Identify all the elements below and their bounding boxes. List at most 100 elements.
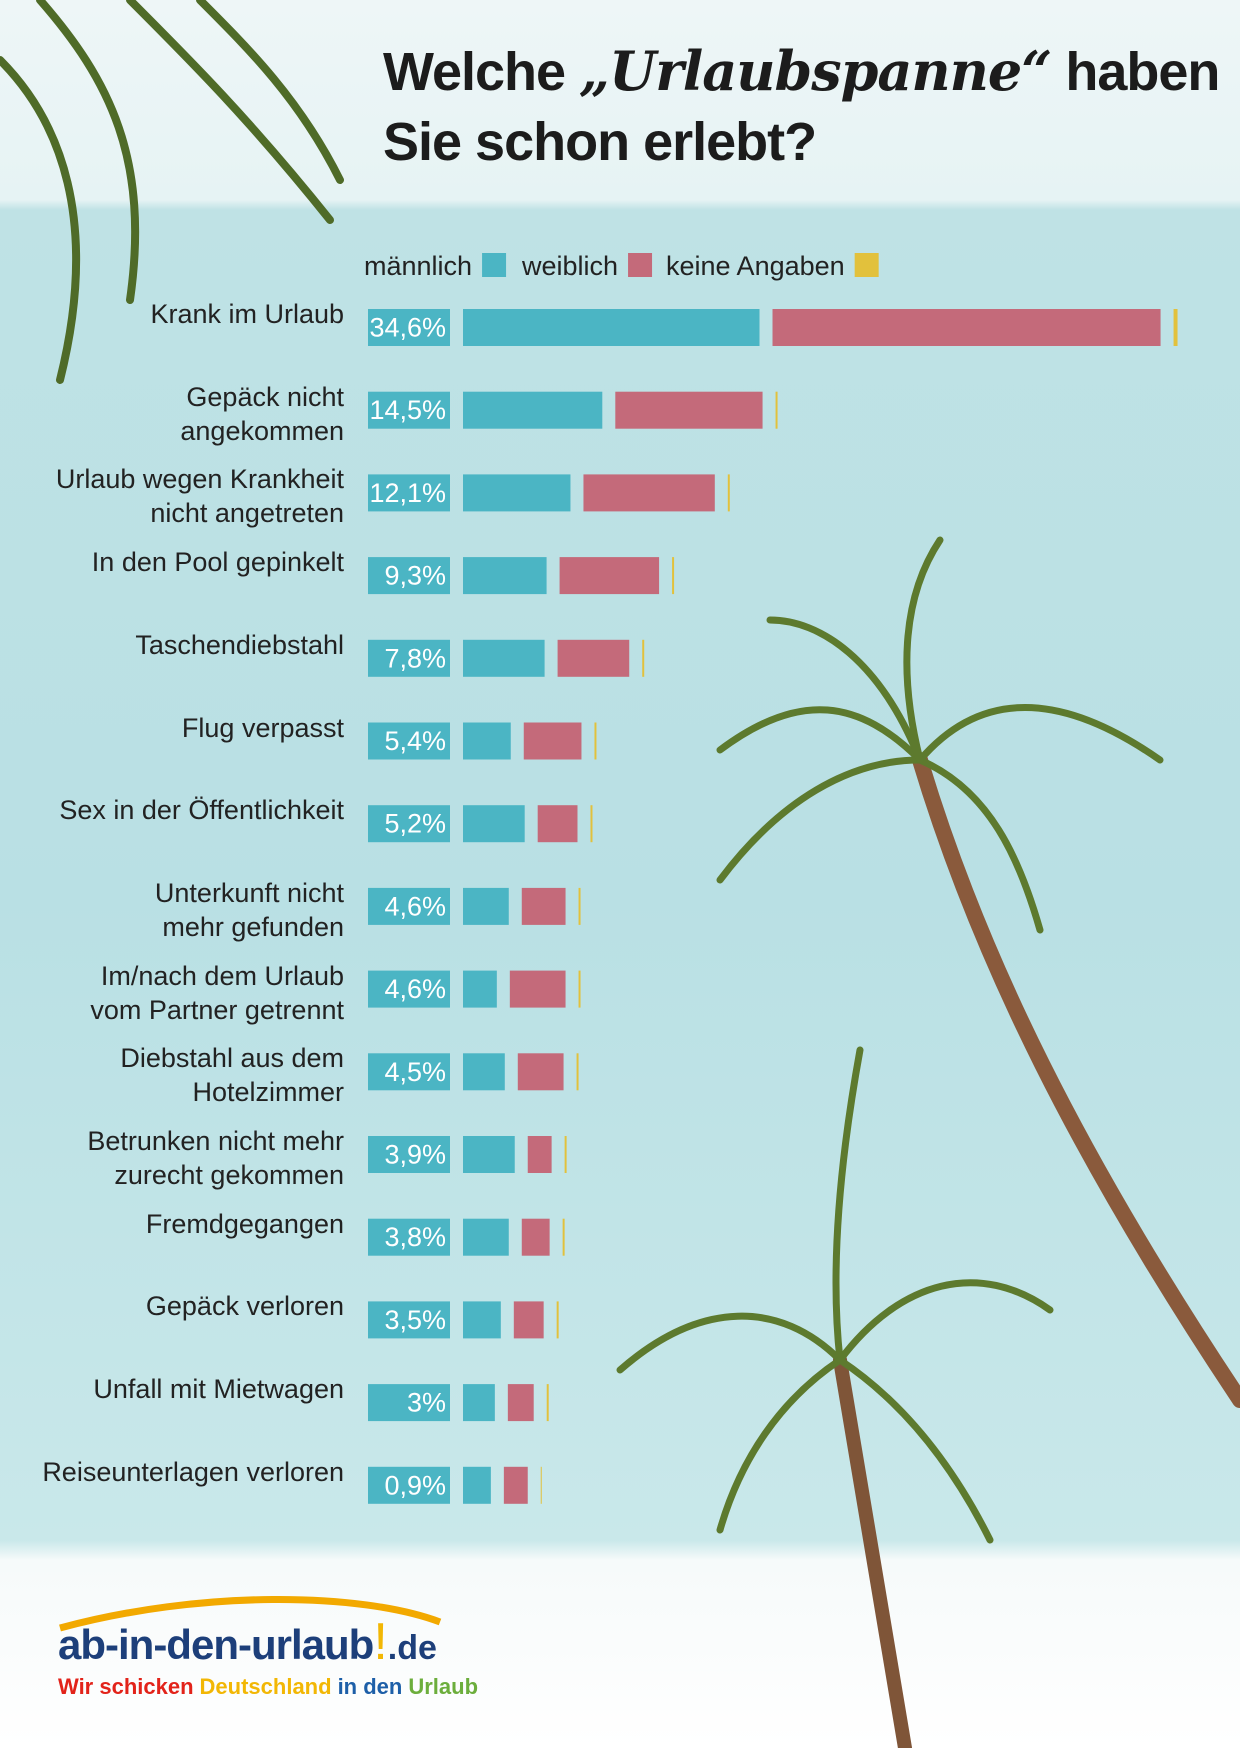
category-label: Unfall mit Mietwagen — [93, 1374, 344, 1405]
total-box — [368, 557, 450, 595]
total-box — [368, 970, 450, 1008]
category-label: Fremdgegangen — [145, 1208, 344, 1239]
category-label: Im/nach dem Urlaub vom Partner getrennt — [90, 960, 344, 1025]
total-box — [368, 639, 450, 677]
total-label: 4,6% — [384, 974, 446, 1004]
total-label: 9,3% — [384, 561, 446, 591]
legend-label: keine Angaben — [666, 251, 845, 281]
total-label: 0,9% — [384, 1470, 446, 1500]
total-label: 5,4% — [384, 726, 446, 756]
total-box — [368, 474, 450, 512]
total-box — [368, 1218, 450, 1256]
bar-segment — [509, 970, 566, 1008]
bar-segment — [672, 557, 675, 595]
bar-segment — [559, 557, 660, 595]
bar-segment — [727, 474, 730, 512]
total-box — [368, 1136, 450, 1173]
logo-name: ab-in-den-urlaub — [58, 1621, 374, 1668]
logo-arc — [59, 1596, 442, 1632]
legend-label: männlich — [364, 251, 472, 281]
total-label: 7,8% — [384, 643, 446, 673]
logo-tagline: Wir schicken Deutschland in den Urlaub — [58, 1674, 484, 1700]
bar-segment — [527, 1136, 552, 1173]
legend-label: weiblich — [521, 251, 618, 281]
category-label: Gepäck nicht angekommen — [180, 381, 344, 446]
bar-segment — [775, 391, 778, 429]
bar-segment — [463, 970, 497, 1008]
bar-segment — [463, 474, 571, 512]
category-label: Taschendiebstahl — [135, 629, 344, 660]
category-label: Gepäck verloren — [145, 1291, 344, 1322]
total-label: 3% — [407, 1388, 446, 1418]
bar-segment — [463, 1301, 501, 1339]
logo-mark: ! — [373, 1613, 388, 1671]
total-label: 14,5% — [369, 395, 446, 425]
bar-segment — [578, 887, 581, 925]
bar-segment — [772, 309, 1161, 346]
bar-segment — [562, 1218, 565, 1256]
title: Welche „Urlaubspanne“ haben Sie schon er… — [383, 36, 1220, 177]
bar-segment — [1173, 309, 1178, 346]
bar-segment — [546, 1384, 549, 1422]
category-label: Krank im Urlaub — [150, 299, 344, 329]
bar-segment — [540, 1466, 542, 1504]
bar-segment — [463, 1384, 495, 1422]
title-part: Sie schon erlebt? — [383, 112, 817, 172]
bar-segment — [463, 1053, 505, 1091]
bar-segment — [557, 639, 630, 677]
bar-segment — [537, 805, 578, 843]
total-box — [368, 805, 450, 843]
total-label: 4,6% — [384, 891, 446, 921]
bar-segment — [463, 887, 509, 925]
bar-segment — [556, 1301, 559, 1339]
tagline-part: Urlaub — [408, 1674, 479, 1699]
bar-segment — [615, 391, 763, 429]
total-label: 3,8% — [384, 1222, 446, 1252]
bar-segment — [523, 722, 582, 760]
bar-segment — [642, 639, 645, 677]
total-label: 5,2% — [384, 809, 446, 839]
category-label: In den Pool gepinkelt — [91, 547, 344, 578]
legend-swatch — [854, 253, 879, 277]
bar-segment — [521, 887, 566, 925]
bar-segment — [463, 805, 525, 843]
tagline-part: Wir schicken — [58, 1674, 194, 1699]
bar-segment — [463, 722, 511, 760]
title-emphasis: „Urlaubspanne“ — [579, 39, 1052, 103]
title-part: Welche — [383, 42, 566, 102]
category-label: Urlaub wegen Krankheit nicht angetreten — [55, 464, 344, 529]
bar-segment — [463, 309, 760, 346]
tagline-part: in den — [337, 1674, 403, 1699]
total-box — [368, 1466, 450, 1504]
total-label: 12,1% — [369, 478, 446, 508]
bar-segment — [564, 1136, 567, 1173]
total-box — [368, 1384, 450, 1422]
logo-tld: .de — [387, 1629, 437, 1667]
bar-segment — [463, 1466, 491, 1504]
legend-swatch — [628, 253, 653, 277]
bar-segment — [517, 1053, 564, 1091]
tagline-part: Deutschland — [199, 1674, 332, 1699]
category-label: Unterkunft nicht mehr gefunden — [154, 877, 344, 942]
category-label: Reiseunterlagen verloren — [42, 1456, 344, 1487]
bar-segment — [594, 722, 597, 760]
bar-segment — [583, 474, 715, 512]
total-box — [368, 391, 450, 429]
total-label: 4,5% — [384, 1057, 446, 1087]
bar-segment — [578, 970, 581, 1008]
category-label: Sex in der Öffentlichkeit — [59, 795, 344, 826]
bar-segment — [507, 1384, 534, 1422]
bar-segment — [463, 557, 547, 595]
total-box — [368, 887, 450, 925]
total-box — [368, 309, 450, 346]
bar-segment — [590, 805, 593, 843]
total-label: 34,6% — [369, 313, 446, 343]
bar-segment — [463, 391, 603, 429]
bar-segment — [463, 1136, 515, 1173]
total-box — [368, 1053, 450, 1091]
bar-segment — [503, 1466, 528, 1504]
total-label: 3,5% — [384, 1305, 446, 1335]
bar-segment — [463, 639, 545, 677]
